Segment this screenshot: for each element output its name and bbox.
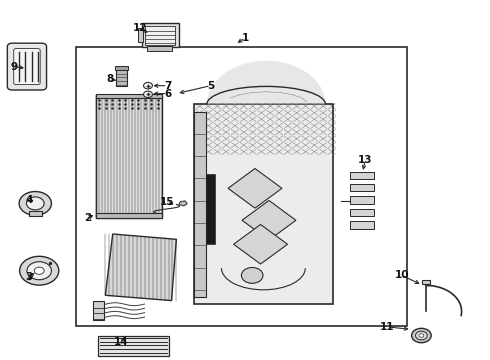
- Bar: [350, 184, 374, 192]
- Bar: [145, 26, 175, 45]
- Text: 10: 10: [394, 270, 409, 280]
- Text: 7: 7: [164, 81, 171, 91]
- Bar: [350, 209, 374, 216]
- Bar: [194, 112, 206, 297]
- Circle shape: [242, 267, 263, 283]
- Bar: [350, 221, 374, 229]
- Text: 4: 4: [25, 195, 33, 205]
- Text: 12: 12: [132, 23, 147, 33]
- Bar: [98, 336, 169, 356]
- Text: 1: 1: [242, 33, 248, 43]
- Circle shape: [412, 328, 431, 343]
- Circle shape: [27, 262, 51, 280]
- Text: 3: 3: [26, 272, 33, 282]
- Bar: [76, 47, 407, 326]
- FancyBboxPatch shape: [7, 43, 47, 90]
- Bar: [142, 23, 179, 47]
- Polygon shape: [105, 234, 176, 301]
- FancyBboxPatch shape: [14, 49, 40, 85]
- Polygon shape: [234, 225, 288, 264]
- Bar: [147, 46, 172, 51]
- Bar: [194, 104, 333, 304]
- Wedge shape: [207, 61, 325, 104]
- Bar: [96, 94, 162, 98]
- Bar: [116, 68, 127, 86]
- Circle shape: [19, 192, 51, 215]
- Text: 11: 11: [380, 322, 394, 332]
- Polygon shape: [242, 201, 296, 240]
- Circle shape: [416, 331, 427, 340]
- Bar: [96, 213, 162, 218]
- Text: 5: 5: [207, 81, 214, 91]
- Bar: [206, 174, 215, 244]
- Bar: [138, 28, 143, 42]
- Circle shape: [34, 267, 44, 274]
- Text: 8: 8: [107, 74, 114, 84]
- Circle shape: [419, 334, 424, 337]
- Bar: [93, 301, 104, 320]
- Bar: [350, 196, 374, 204]
- Text: 15: 15: [159, 197, 174, 207]
- Circle shape: [20, 256, 59, 285]
- Circle shape: [26, 197, 44, 210]
- Text: 9: 9: [10, 62, 17, 72]
- Text: 6: 6: [164, 89, 171, 99]
- Circle shape: [144, 91, 152, 98]
- Text: 14: 14: [114, 337, 129, 347]
- Circle shape: [144, 82, 152, 89]
- Bar: [96, 95, 162, 218]
- Bar: [115, 66, 128, 70]
- Bar: [350, 172, 374, 179]
- Polygon shape: [228, 168, 282, 208]
- Polygon shape: [179, 201, 187, 206]
- Bar: [422, 280, 430, 284]
- Text: 13: 13: [358, 155, 372, 165]
- Bar: [29, 211, 42, 216]
- Text: 2: 2: [85, 213, 92, 223]
